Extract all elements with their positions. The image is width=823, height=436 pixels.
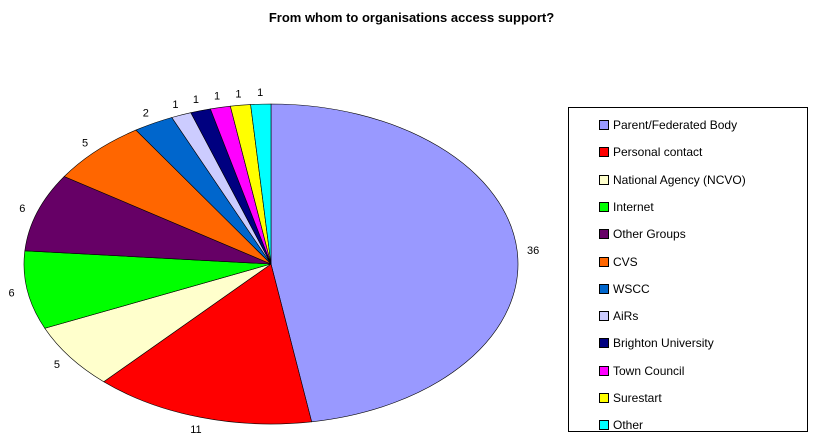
- legend-item-4: Other Groups: [599, 226, 686, 242]
- slice-value-label-10: 1: [235, 88, 241, 100]
- slice-value-label-0: 36: [527, 245, 539, 257]
- legend-label-2: National Agency (NCVO): [613, 172, 746, 187]
- slice-value-label-7: 1: [172, 99, 178, 111]
- slice-value-label-2: 5: [54, 359, 60, 371]
- legend-swatch-10: [599, 393, 609, 403]
- legend-swatch-0: [599, 120, 609, 130]
- legend-swatch-1: [599, 147, 609, 158]
- legend-item-11: Other: [599, 417, 643, 433]
- slice-value-label-9: 1: [214, 91, 220, 103]
- legend-swatch-3: [599, 201, 609, 212]
- legend-label-5: CVS: [613, 254, 638, 269]
- legend-item-9: Town Council: [599, 363, 684, 379]
- pie-slice-0: [270, 103, 519, 423]
- legend-label-3: Internet: [613, 199, 654, 214]
- legend-item-6: WSCC: [599, 281, 650, 297]
- legend-label-1: Personal contact: [613, 145, 703, 160]
- legend-label-11: Other: [613, 418, 644, 433]
- legend-swatch-9: [599, 365, 609, 376]
- legend: Parent/Federated Body Personal contact Nat…: [568, 107, 808, 432]
- legend-item-0: Parent/Federated Body: [599, 117, 737, 133]
- legend-swatch-2: [599, 174, 609, 185]
- legend-item-3: Internet: [599, 199, 654, 215]
- pie-slice-1: [103, 263, 313, 425]
- slice-value-label-8: 1: [193, 94, 199, 106]
- legend-label-0: Parent/Federated Body: [613, 118, 738, 132]
- legend-item-8: Brighton University: [599, 335, 714, 351]
- legend-label-7: AiRs: [613, 309, 639, 324]
- legend-label-6: WSCC: [613, 281, 650, 296]
- slice-value-label-3: 6: [9, 287, 15, 299]
- legend-swatch-5: [599, 256, 609, 267]
- pie-slice-3: [23, 250, 272, 329]
- legend-swatch-11: [599, 420, 609, 431]
- legend-swatch-4: [599, 229, 609, 240]
- legend-swatch-7: [599, 311, 609, 322]
- pie-slice-11: [250, 103, 272, 265]
- legend-swatch-8: [599, 338, 609, 349]
- slice-value-label-4: 6: [19, 203, 25, 215]
- legend-label-8: Brighton University: [613, 336, 714, 351]
- legend-item-10: Surestart: [599, 390, 662, 406]
- slice-value-label-6: 2: [143, 108, 149, 120]
- legend-label-9: Town Council: [613, 363, 685, 378]
- slice-value-label-1: 11: [190, 424, 201, 436]
- legend-item-5: CVS: [599, 254, 638, 270]
- legend-item-2: National Agency (NCVO): [599, 172, 746, 188]
- legend-label-10: Surestart: [613, 391, 662, 405]
- legend-label-4: Other Groups: [613, 227, 686, 242]
- chart-title: From whom to organisations access suppor…: [268, 10, 555, 25]
- legend-item-7: AiRs: [599, 308, 638, 324]
- pie-slices: [23, 103, 519, 425]
- slice-value-label-11: 1: [257, 87, 263, 99]
- legend-swatch-6: [599, 283, 609, 294]
- pie-slice-4: [24, 176, 272, 265]
- legend-item-1: Personal contact: [599, 144, 702, 160]
- slice-value-label-5: 5: [82, 137, 88, 149]
